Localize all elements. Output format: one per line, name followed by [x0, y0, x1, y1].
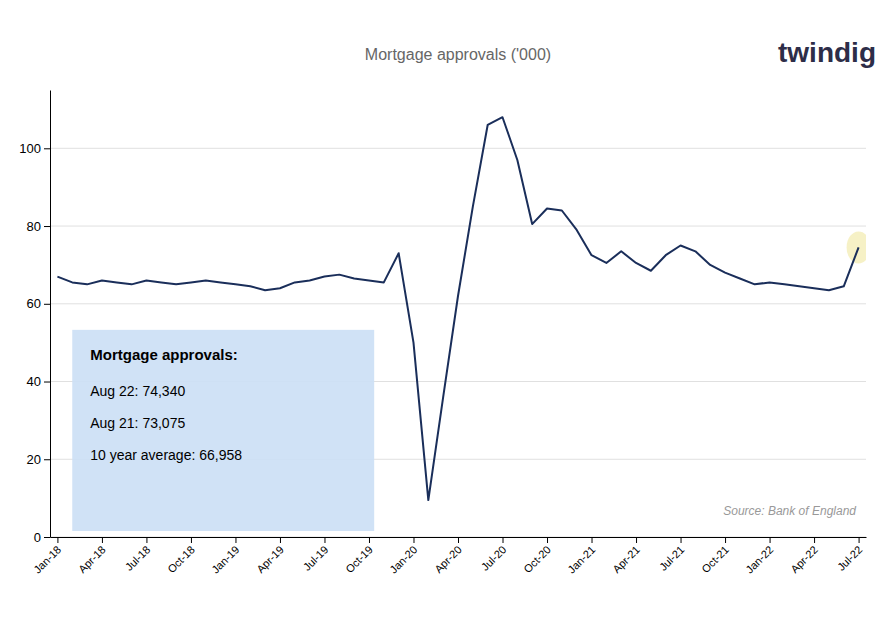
x-tick-label: Oct-19 [343, 543, 375, 575]
x-tick-mark [235, 537, 236, 543]
x-tick-mark [770, 537, 771, 543]
highlight [847, 231, 866, 263]
x-tick: Oct-20 [521, 537, 553, 575]
y-tick-mark [44, 459, 50, 460]
x-tick-mark [280, 537, 281, 543]
x-tick-label: Jul-20 [479, 543, 509, 573]
annotation-title: Mortgage approvals: [90, 346, 238, 363]
grid-line [50, 303, 866, 304]
x-tick-mark [681, 537, 682, 543]
y-axis-line [50, 91, 51, 538]
y-tick: 100 [19, 141, 50, 156]
x-tick-label: Apr-19 [254, 543, 286, 575]
x-tick-mark [324, 537, 325, 543]
x-tick: Apr-18 [76, 537, 108, 575]
x-tick-mark [369, 537, 370, 543]
annotation: Mortgage approvals: Aug 22: 74,340 Aug 21:… [72, 330, 374, 531]
x-tick-mark [146, 537, 147, 543]
y-tick-label: 100 [19, 141, 41, 156]
x-tick-mark [725, 537, 726, 543]
x-tick-label: Apr-21 [610, 543, 642, 575]
x-tick: Jul-21 [657, 537, 687, 573]
x-tick-label: Jan-22 [743, 543, 775, 575]
x-tick: Jan-18 [31, 537, 63, 576]
x-tick: Jul-22 [835, 537, 865, 573]
background [0, 0, 896, 617]
x-tick-mark [413, 537, 414, 543]
x-tick: Jan-21 [565, 537, 597, 576]
annotation-box [72, 330, 374, 531]
x-tick: Oct-21 [699, 537, 731, 575]
annotation-line: Aug 22: 74,340 [90, 383, 185, 399]
x-tick: Jan-19 [209, 537, 241, 576]
x-axis: Jan-18 Apr-18 Jul-18 Oct-18 Jan-19 Apr-19 Jul-… [31, 537, 866, 576]
x-tick-label: Jan-21 [565, 543, 597, 575]
y-tick-label: 40 [27, 374, 41, 389]
x-tick-mark [592, 537, 593, 543]
x-tick-mark [191, 537, 192, 543]
x-tick-label: Jan-19 [209, 543, 241, 575]
x-tick: Jan-20 [387, 537, 419, 576]
x-tick: Jul-20 [479, 537, 509, 573]
y-tick-mark [44, 382, 50, 383]
x-tick-label: Jul-22 [835, 543, 865, 573]
x-tick-mark [814, 537, 815, 543]
grid-line [50, 226, 866, 227]
x-tick: Apr-21 [610, 537, 642, 575]
x-tick-label: Apr-20 [432, 543, 464, 575]
y-tick-label: 80 [27, 219, 41, 234]
x-tick-label: Oct-21 [699, 543, 731, 575]
x-tick-label: Apr-18 [76, 543, 108, 575]
x-tick-mark [636, 537, 637, 543]
y-tick: 0 [34, 530, 50, 545]
y-tick: 40 [27, 374, 50, 389]
plot-area: 020406080100Jan-18Apr-18Jul-18Oct-18Jan-… [19, 91, 870, 576]
y-tick-mark [44, 226, 50, 227]
chart-svg: 020406080100Jan-18Apr-18Jul-18Oct-18Jan-… [0, 0, 896, 617]
y-tick-mark [44, 537, 50, 538]
y-tick: 20 [27, 452, 50, 467]
y-tick-mark [44, 304, 50, 305]
y-tick-label: 0 [34, 530, 41, 545]
y-axis: 0 20 40 60 80 100 [19, 91, 50, 545]
x-tick: Apr-20 [432, 537, 464, 575]
x-tick-label: Oct-20 [521, 543, 553, 575]
x-tick-mark [547, 537, 548, 543]
grid [50, 148, 866, 537]
y-tick-label: 20 [27, 452, 41, 467]
x-tick-label: Apr-22 [788, 543, 820, 575]
x-tick: Jan-22 [743, 537, 775, 576]
grid-line [50, 148, 866, 149]
y-tick: 60 [27, 296, 50, 311]
x-tick-label: Jul-18 [123, 543, 153, 573]
y-tick-mark [44, 148, 50, 149]
x-tick: Jul-18 [123, 537, 153, 573]
annotation-line: 10 year average: 66,958 [90, 447, 242, 463]
x-tick-label: Jan-18 [31, 543, 63, 575]
x-tick: Oct-19 [343, 537, 375, 575]
chart-container: 020406080100Jan-18Apr-18Jul-18Oct-18Jan-… [0, 0, 896, 617]
x-tick-label: Jul-21 [657, 543, 687, 573]
x-tick-label: Oct-18 [165, 543, 197, 575]
x-tick-mark [458, 537, 459, 543]
x-tick-label: Jan-20 [387, 543, 419, 575]
y-tick-label: 60 [27, 296, 41, 311]
x-tick: Apr-22 [788, 537, 820, 575]
x-tick: Jul-19 [301, 537, 331, 573]
x-tick: Oct-18 [165, 537, 197, 575]
logo: twindig [778, 37, 876, 68]
x-tick-mark [859, 537, 860, 543]
x-tick-label: Jul-19 [301, 543, 331, 573]
y-tick: 80 [27, 219, 50, 234]
title: Mortgage approvals ('000) [365, 46, 551, 63]
x-tick-mark [102, 537, 103, 543]
annotation-line: Aug 21: 73,075 [90, 415, 185, 431]
x-tick-mark [503, 537, 504, 543]
source: Source: Bank of England [723, 504, 856, 518]
x-tick: Apr-19 [254, 537, 286, 575]
x-tick-mark [57, 537, 58, 543]
